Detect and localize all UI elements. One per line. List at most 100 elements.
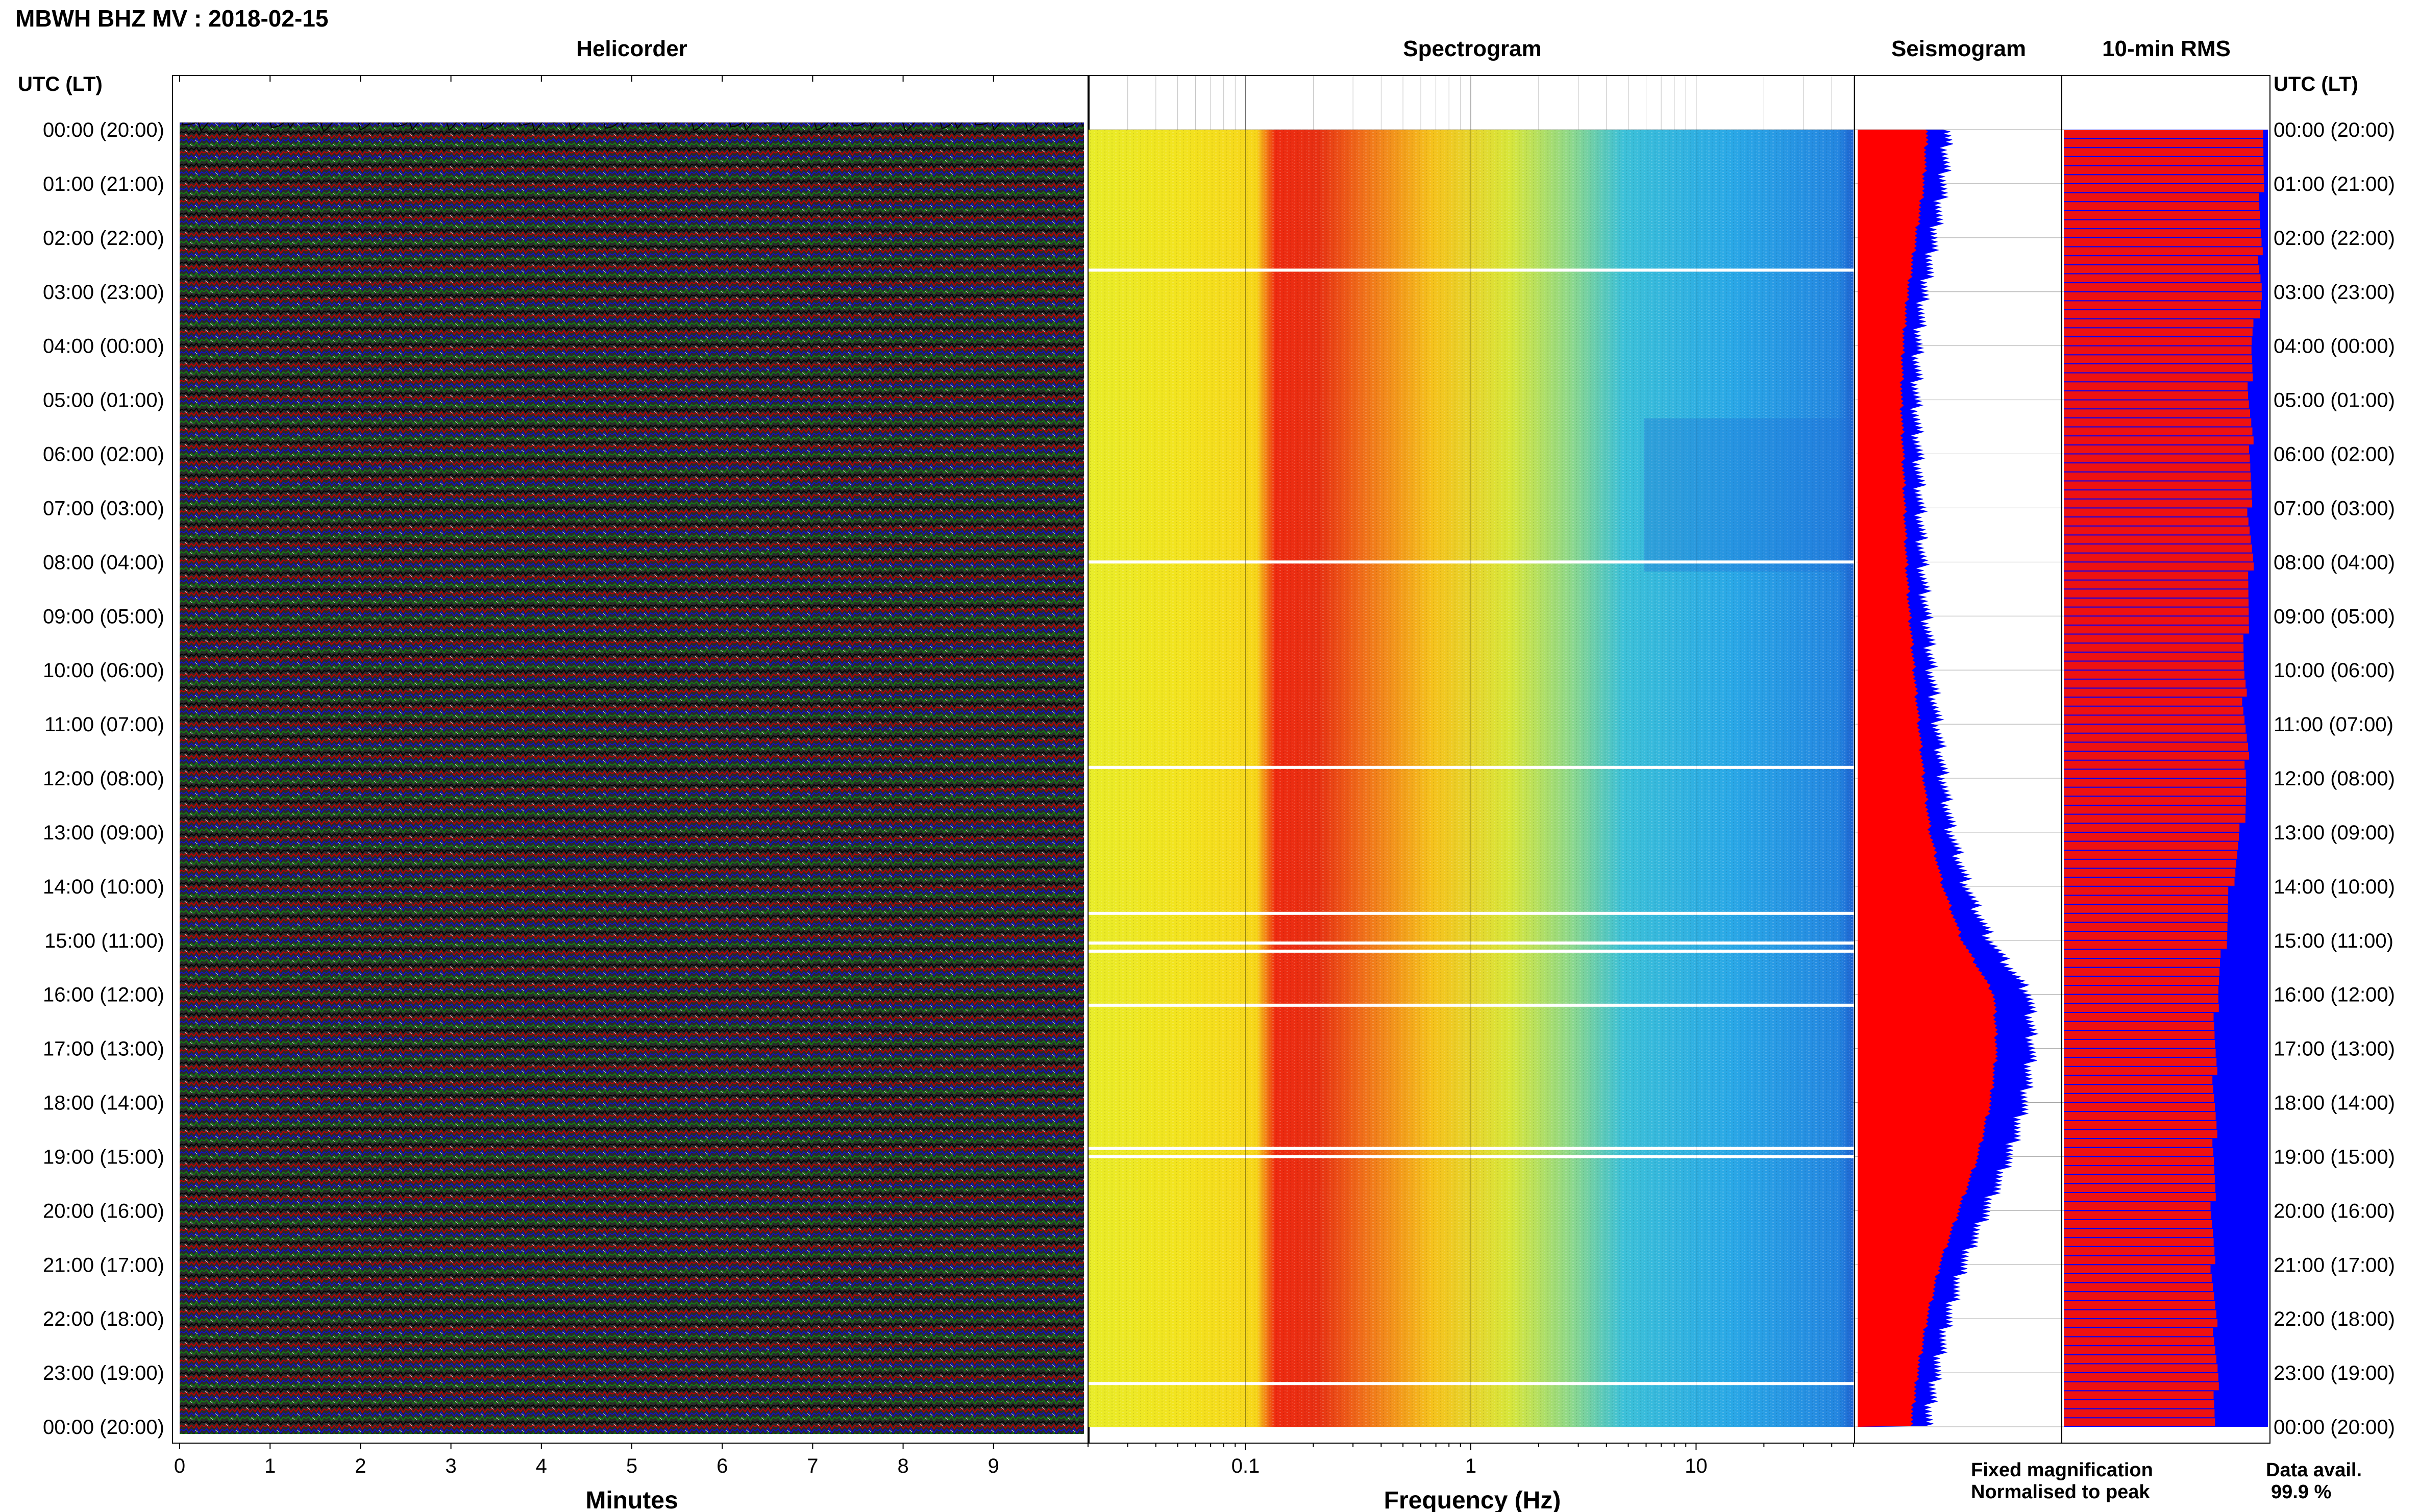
- rms-bar: [2064, 1211, 2211, 1219]
- rms-bar: [2064, 409, 2250, 417]
- rms-bar: [2064, 1004, 2219, 1012]
- time-label-right: 09:00 (05:00): [2274, 605, 2395, 628]
- rms-bar: [2064, 1139, 2213, 1147]
- rms-bar: [2064, 1157, 2214, 1166]
- rms-bar: [2064, 256, 2258, 264]
- rms-bar: [2064, 1022, 2214, 1030]
- seismogram-title: Seismogram: [1891, 36, 2026, 61]
- helicorder-x-tick-label: 0: [174, 1455, 185, 1477]
- rms-bar: [2064, 706, 2243, 715]
- time-label-right: 11:00 (07:00): [2274, 713, 2393, 736]
- rms-bar: [2064, 139, 2263, 147]
- rms-bar: [2064, 436, 2254, 444]
- rms-bar: [2064, 805, 2246, 814]
- rms-bar: [2064, 571, 2249, 580]
- time-label-left: 21:00 (17:00): [43, 1254, 164, 1276]
- rms-bar: [2064, 562, 2254, 571]
- spectrogram-x-tick-label: 0.1: [1231, 1455, 1260, 1477]
- time-label-right: 02:00 (22:00): [2274, 227, 2395, 250]
- spectrogram-gap: [1088, 560, 1854, 564]
- helicorder-x-tick-label: 9: [988, 1455, 999, 1477]
- rms-bar: [2064, 896, 2228, 904]
- spectrogram-gap: [1088, 268, 1854, 272]
- rms-bar: [2064, 841, 2238, 850]
- rms-bar: [2064, 391, 2249, 400]
- spectrogram-xlabel: Frequency (Hz): [1384, 1487, 1561, 1512]
- rms-bar: [2064, 400, 2249, 409]
- rms-bar: [2064, 950, 2221, 958]
- rms-bar: [2064, 148, 2264, 156]
- rms-bar: [2064, 472, 2251, 481]
- rms-bar: [2064, 1409, 2215, 1418]
- time-label-left: 15:00 (11:00): [44, 930, 164, 952]
- rms-bar: [2064, 661, 2244, 670]
- rms-bar: [2064, 869, 2236, 877]
- rms-bar: [2064, 671, 2244, 679]
- rms-bar: [2064, 1256, 2215, 1265]
- time-label-right: 12:00 (08:00): [2274, 767, 2395, 790]
- time-label-right: 15:00 (11:00): [2274, 930, 2393, 952]
- time-label-left: 16:00 (12:00): [43, 984, 164, 1006]
- rms-bar: [2064, 932, 2228, 940]
- time-label-left: 10:00 (06:00): [43, 659, 164, 682]
- time-label-right: 07:00 (03:00): [2274, 497, 2395, 519]
- rms-bar: [2064, 698, 2242, 706]
- time-label-left: 12:00 (08:00): [43, 767, 164, 790]
- rms-bar: [2064, 1012, 2214, 1021]
- rms-bar: [2064, 544, 2252, 553]
- time-label-left: 03:00 (23:00): [43, 281, 164, 304]
- rms-bar: [2064, 1373, 2218, 1381]
- rms-bar: [2064, 1382, 2219, 1391]
- rms-bar: [2064, 580, 2249, 589]
- rms-bars: [2064, 130, 2264, 1426]
- rms-bar: [2064, 1039, 2215, 1048]
- rms-bar: [2064, 1148, 2213, 1156]
- time-label-right: 18:00 (14:00): [2274, 1092, 2395, 1114]
- rms-bar: [2064, 130, 2263, 138]
- helicorder-xlabel: Minutes: [585, 1487, 678, 1512]
- rms-bar: [2064, 220, 2260, 229]
- time-label-right: 13:00 (09:00): [2274, 822, 2395, 844]
- spectrogram-noise: [1088, 130, 1854, 1427]
- rms-bar: [2064, 1400, 2214, 1408]
- time-label-right: 03:00 (23:00): [2274, 281, 2395, 304]
- time-label-right: 08:00 (04:00): [2274, 551, 2395, 574]
- time-label-right: 20:00 (16:00): [2274, 1200, 2395, 1222]
- time-label-right: 05:00 (01:00): [2274, 389, 2395, 412]
- helicorder-x-tick-label: 2: [355, 1455, 366, 1477]
- time-label-right: 06:00 (02:00): [2274, 443, 2395, 466]
- rms-bar: [2064, 824, 2240, 832]
- rms-bar: [2064, 310, 2260, 318]
- rms-bar: [2064, 832, 2239, 841]
- rms-bar: [2064, 1310, 2216, 1319]
- rms-bar: [2064, 1058, 2217, 1066]
- spectrogram-x-tick-label: 10: [1685, 1455, 1708, 1477]
- rms-bar: [2064, 499, 2253, 508]
- spectrogram-panel: 0.1 1 10 Frequency (Hz): [1088, 75, 1855, 1512]
- rms-bar: [2064, 1094, 2214, 1102]
- rms-bar: [2064, 265, 2260, 274]
- time-label-right: 01:00 (21:00): [2274, 173, 2395, 195]
- time-label-left: 08:00 (04:00): [43, 551, 164, 574]
- time-label-right: 23:00 (19:00): [2274, 1362, 2395, 1384]
- rms-bar: [2064, 337, 2252, 345]
- rms-bar: [2064, 1328, 2213, 1336]
- time-label-left: 00:00 (20:00): [43, 119, 164, 141]
- rms-bar: [2064, 779, 2247, 787]
- rms-bar: [2064, 535, 2251, 544]
- rms-bar: [2064, 959, 2220, 967]
- rms-bar: [2064, 373, 2253, 382]
- time-label-left: 07:00 (03:00): [43, 497, 164, 519]
- rms-bar: [2064, 238, 2262, 246]
- rms-bar: [2064, 1166, 2214, 1174]
- time-label-left: 20:00 (16:00): [43, 1200, 164, 1222]
- rms-bar: [2064, 715, 2245, 724]
- rms-bar: [2064, 1238, 2214, 1246]
- rms-bar: [2064, 878, 2235, 886]
- time-labels-right: 00:00 (20:00) 01:00 (21:00) 02:00 (22:00) 0…: [2274, 119, 2395, 1439]
- rms-bar: [2064, 211, 2260, 219]
- rms-panel: [2061, 75, 2270, 1444]
- rms-bar: [2064, 589, 2249, 598]
- rms-bar: [2064, 427, 2253, 436]
- rms-bar: [2064, 1184, 2215, 1193]
